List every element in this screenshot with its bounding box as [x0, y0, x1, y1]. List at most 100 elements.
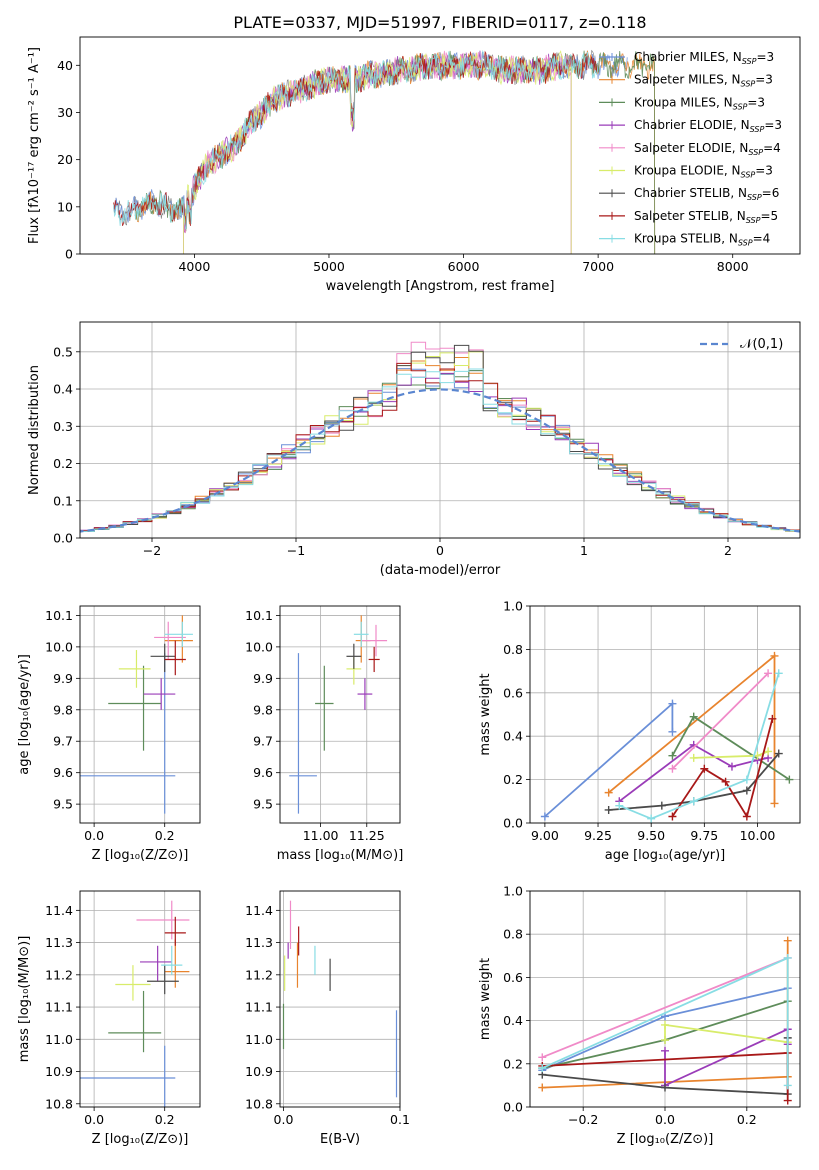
plot-area: [540, 651, 794, 823]
y-tick-label: 0.1: [53, 493, 73, 508]
y-tick-label: 1.0: [503, 599, 523, 614]
errorbar-point-2: [315, 665, 334, 751]
y-tick-label: 1.0: [503, 884, 523, 899]
massweight-marker: [764, 669, 773, 678]
massweight-marker: [768, 714, 777, 723]
errorbar-point-6: [147, 965, 179, 995]
chart-spectrum: 4000 5000 6000 7000 8000 0 10 20 30 40 wavelength …: [27, 36, 801, 294]
errorbar-point-0: [80, 1045, 176, 1107]
y-tick-label: 0.6: [503, 685, 523, 700]
y-tick-label: 0.4: [503, 729, 523, 744]
x-tick-label: −0.2: [568, 1112, 598, 1127]
y-axis-label: mass weight: [478, 673, 493, 755]
massweight-marker: [770, 799, 779, 808]
massweight-marker: [604, 805, 613, 814]
x-tick-label: −2: [143, 543, 161, 558]
chart-mass-vs-EBV: 0.0 0.1 10.8 10.9 11.0 11.1 11.2 11.3 11.4 E(B-V): [245, 890, 410, 1147]
y-axis-label: Normed distribution: [27, 365, 42, 495]
massweight-marker: [783, 1096, 792, 1105]
errorbar-point-8: [161, 945, 183, 975]
y-tick-label: 9.8: [253, 702, 273, 717]
x-axis-label: (data-model)/error: [380, 563, 501, 578]
y-tick-label: 0.8: [503, 927, 523, 942]
legend-label: Chabrier MILES, NSSP=3: [634, 50, 774, 66]
chart-age-vs-mass: 11.00 11.25 9.5 9.6 9.7 9.8 9.9 10.0 10.1 mass [l…: [245, 605, 404, 863]
x-tick-label: 9.25: [584, 828, 612, 843]
legend-label: Chabrier ELODIE, NSSP=3: [634, 118, 782, 134]
axes: 0.0 0.1 10.8 10.9 11.0 11.1 11.2 11.3 11.4 E(B-V): [245, 890, 410, 1147]
y-tick-label: 0.6: [503, 970, 523, 985]
y-tick-label: 9.8: [53, 702, 73, 717]
errorbar-point-1: [164, 615, 193, 663]
axes-frame: [79, 890, 201, 1108]
grid: [280, 891, 401, 1107]
legend-label: Salpeter STELIB, NSSP=5: [634, 209, 778, 225]
plot-area: [282, 900, 398, 1098]
x-tick-label: 8000: [717, 259, 749, 274]
y-tick-label: 11.0: [245, 1032, 273, 1047]
y-tick-label: 0.3: [53, 419, 73, 434]
chart-mass-vs-Z: 0.0 0.2 10.8 10.9 11.0 11.1 11.2 11.3 11.4 Z [log…: [17, 890, 201, 1147]
y-tick-label: 0.5: [53, 344, 73, 359]
errorbar-point-2: [108, 990, 162, 1053]
y-tick-label: 9.6: [253, 765, 273, 780]
y-tick-label: 10.8: [245, 1096, 273, 1111]
y-tick-label: 11.4: [45, 903, 73, 918]
y-tick-label: 0.0: [503, 816, 523, 831]
massweight-marker: [647, 814, 656, 823]
x-tick-label: 10.00: [740, 828, 776, 843]
massweight-marker: [764, 747, 773, 756]
y-tick-label: 10.9: [245, 1064, 273, 1079]
errorbar-point-3: [140, 945, 172, 982]
figure-title: PLATE=0337, MJD=51997, FIBERID=0117, z=0…: [233, 13, 646, 32]
axes: 9.00 9.25 9.50 9.75 10.00 0.0 0.2 0.4 0.6 0.8 1.0 a…: [478, 599, 801, 863]
y-tick-label: 11.1: [45, 1000, 73, 1015]
massweight-marker: [689, 753, 698, 762]
y-tick-label: 11.4: [245, 903, 273, 918]
massweight-marker: [742, 812, 751, 821]
errorbar-point-1: [355, 615, 371, 663]
massweight-marker: [668, 727, 677, 736]
axes: 4000 5000 6000 7000 8000 0 10 20 30 40 wavelength …: [27, 36, 801, 294]
massweight-marker: [785, 775, 794, 784]
x-tick-label: 0.2: [155, 1112, 175, 1127]
spectrum-series-8: [113, 49, 599, 230]
x-tick-label: 7000: [582, 259, 614, 274]
y-tick-label: 10: [57, 199, 73, 214]
legend: Chabrier MILES, NSSP=3 Salpeter MILES, NS…: [599, 50, 782, 248]
x-axis-label: Z [log₁₀(Z/Z⊙)]: [92, 1132, 189, 1147]
massweight-marker: [727, 762, 736, 771]
y-tick-label: 10.0: [45, 639, 73, 654]
x-tick-label: 1: [580, 543, 588, 558]
y-tick-label: 10.1: [245, 608, 273, 623]
massweight-marker: [661, 1020, 669, 1029]
axes: −2 −1 0 1 2 0.0 0.1 0.2 0.3 0.4 0.5 (data-model)/er…: [27, 321, 801, 578]
legend-label: Kroupa ELODIE, NSSP=3: [634, 164, 773, 180]
errorbar-point-4: [361, 624, 388, 657]
massweight-marker: [783, 953, 792, 962]
x-tick-label: 2: [724, 543, 732, 558]
y-tick-label: 0.0: [503, 1100, 523, 1115]
massweight-marker: [604, 788, 613, 797]
y-tick-label: 40: [57, 58, 73, 73]
errorbar-point-7: [368, 646, 380, 673]
y-tick-label: 9.5: [53, 797, 73, 812]
y-tick-label: 0.0: [53, 531, 73, 546]
chart-massweight-vs-age: 9.00 9.25 9.50 9.75 10.00 0.0 0.2 0.4 0.6 0.8 1.0 a…: [478, 599, 801, 863]
massweight-marker: [721, 777, 730, 786]
x-tick-label: 0.0: [84, 1112, 104, 1127]
x-tick-label: 9.00: [531, 828, 559, 843]
errorbar-point-3: [357, 678, 373, 710]
errorbar-point-6: [150, 643, 176, 673]
y-tick-label: 0.2: [53, 456, 73, 471]
y-axis-label: mass [log₁₀(M/M⊙)]: [17, 936, 32, 1063]
x-axis-label: mass [log₁₀(M/M⊙)]: [277, 848, 404, 863]
massweight-marker: [661, 1046, 669, 1055]
x-tick-label: 4000: [178, 259, 210, 274]
x-tick-label: 9.50: [637, 828, 665, 843]
axes: 0.0 0.2 9.5 9.6 9.7 9.8 9.9 10.0 10.1 Z [log₁₀(Z/…: [17, 605, 201, 863]
y-tick-label: 9.7: [253, 734, 273, 749]
massweight-marker: [689, 712, 698, 721]
axes-frame: [279, 605, 401, 824]
